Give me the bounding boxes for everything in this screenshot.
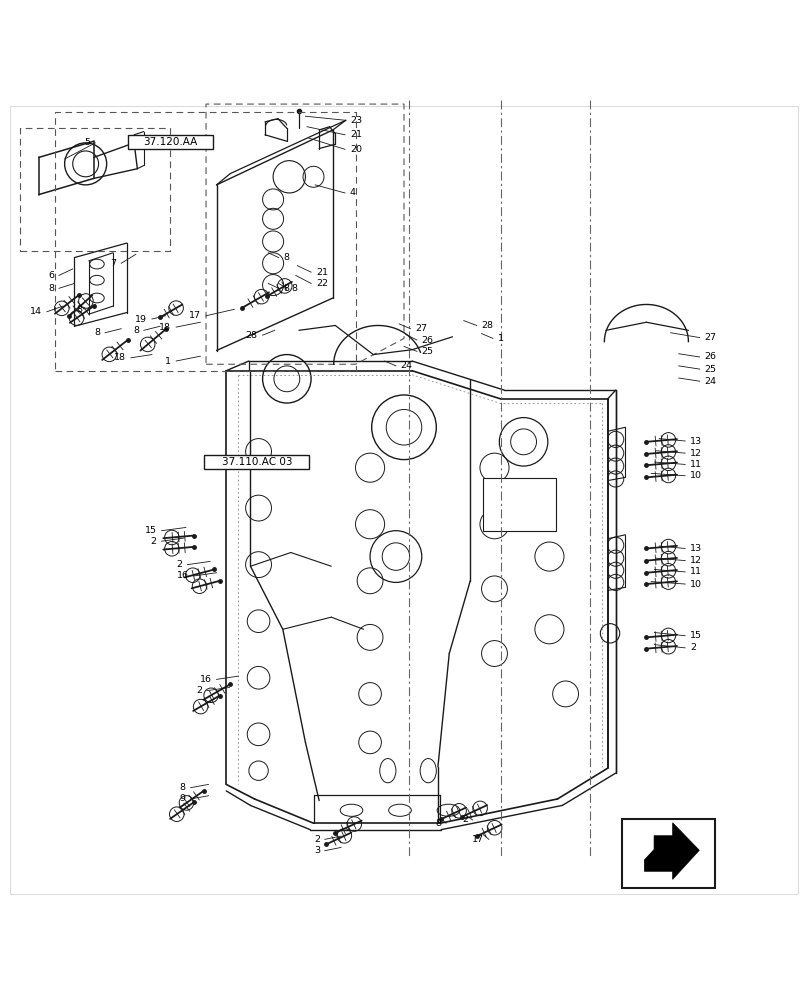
Bar <box>204 455 309 469</box>
Text: 5: 5 <box>85 138 90 147</box>
Text: 17: 17 <box>189 311 201 320</box>
Text: 17: 17 <box>472 835 484 844</box>
Text: 7: 7 <box>111 259 116 268</box>
Text: 12: 12 <box>690 449 702 458</box>
Polygon shape <box>645 823 700 879</box>
Text: 8: 8 <box>77 305 82 314</box>
Text: 10: 10 <box>690 471 702 480</box>
Text: 25: 25 <box>422 347 434 356</box>
Text: 27: 27 <box>705 333 717 342</box>
Bar <box>483 478 556 531</box>
Text: 2: 2 <box>690 643 696 652</box>
Text: 15: 15 <box>145 526 157 535</box>
Text: 12: 12 <box>690 556 702 565</box>
Text: 6: 6 <box>48 271 54 280</box>
Text: 14: 14 <box>30 307 42 316</box>
Text: 10: 10 <box>690 580 702 589</box>
Text: 2: 2 <box>177 560 183 569</box>
Text: 27: 27 <box>415 324 427 333</box>
Text: 37.110.AC 03: 37.110.AC 03 <box>221 457 292 467</box>
Text: 2: 2 <box>151 537 157 546</box>
Text: 24: 24 <box>401 361 413 370</box>
Text: 19: 19 <box>135 315 147 324</box>
Text: 9: 9 <box>180 794 186 803</box>
Text: 24: 24 <box>705 377 717 386</box>
Text: 8: 8 <box>180 783 186 792</box>
Text: 25: 25 <box>705 365 717 374</box>
Text: 3: 3 <box>314 846 320 855</box>
Text: 2: 2 <box>314 835 320 844</box>
Text: 8: 8 <box>284 284 289 293</box>
Text: 22: 22 <box>316 279 328 288</box>
Text: 4: 4 <box>350 188 356 197</box>
Text: 2: 2 <box>462 815 468 824</box>
Text: 37.120.AA: 37.120.AA <box>143 137 197 147</box>
Text: 20: 20 <box>350 145 362 154</box>
Text: 13: 13 <box>690 437 702 446</box>
Text: 28: 28 <box>482 321 494 330</box>
Text: 21: 21 <box>350 130 362 139</box>
Bar <box>128 135 213 149</box>
Bar <box>622 819 715 888</box>
Text: 8: 8 <box>133 326 139 335</box>
Text: 26: 26 <box>422 336 434 345</box>
Text: 16: 16 <box>200 675 212 684</box>
Text: 8: 8 <box>284 253 289 262</box>
Text: 21: 21 <box>316 268 328 277</box>
Text: 13: 13 <box>690 544 702 553</box>
Text: 18: 18 <box>114 353 126 362</box>
Text: 8: 8 <box>48 284 54 293</box>
Text: 16: 16 <box>177 571 189 580</box>
Text: 1: 1 <box>166 357 171 366</box>
Text: 8: 8 <box>436 819 441 828</box>
Text: 23: 23 <box>350 116 362 125</box>
Text: 8: 8 <box>292 284 297 293</box>
Text: 8: 8 <box>95 328 100 337</box>
Text: 28: 28 <box>246 331 258 340</box>
Text: 15: 15 <box>690 631 702 640</box>
Text: 18: 18 <box>159 323 171 332</box>
Text: 26: 26 <box>705 352 717 361</box>
Text: 11: 11 <box>690 460 702 469</box>
Text: 2: 2 <box>196 686 202 695</box>
Text: 11: 11 <box>690 567 702 576</box>
Text: 1: 1 <box>498 334 503 343</box>
